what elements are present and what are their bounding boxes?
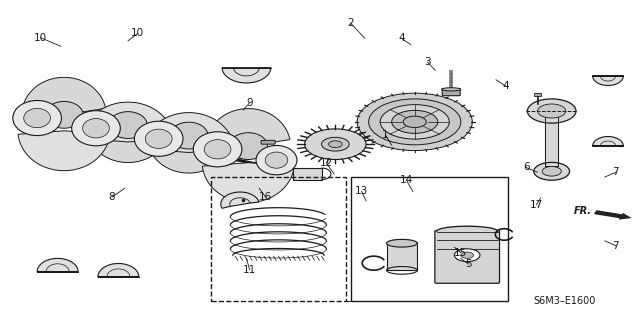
Text: 17: 17 [530,200,543,210]
Text: 7: 7 [612,167,619,177]
Polygon shape [387,240,417,247]
Polygon shape [22,77,106,115]
Text: 16: 16 [259,192,272,202]
FancyBboxPatch shape [442,89,460,96]
Circle shape [542,167,561,176]
Ellipse shape [170,122,208,149]
Polygon shape [593,76,623,85]
Text: 2: 2 [348,18,354,28]
Circle shape [392,110,438,133]
Ellipse shape [72,111,120,146]
Bar [293,168,322,180]
Polygon shape [437,226,498,231]
Circle shape [369,99,461,145]
Circle shape [527,99,576,123]
Text: 4: 4 [398,33,404,43]
Bar [387,243,417,271]
Ellipse shape [204,140,231,159]
Circle shape [534,162,570,180]
Text: 9: 9 [246,98,253,108]
FancyArrow shape [594,210,632,219]
Text: FR.: FR. [573,206,591,216]
Polygon shape [222,68,271,83]
Text: 5: 5 [465,259,472,269]
Polygon shape [86,125,170,163]
Text: 15: 15 [454,248,467,258]
Ellipse shape [442,88,461,91]
Text: 12: 12 [320,158,333,168]
Polygon shape [82,102,174,142]
Circle shape [380,105,449,139]
Text: 3: 3 [424,57,431,67]
Ellipse shape [193,132,242,167]
Polygon shape [221,192,259,208]
Bar [534,93,541,96]
Text: 10: 10 [34,33,47,43]
Polygon shape [207,108,290,146]
Polygon shape [143,113,235,152]
Circle shape [328,141,342,148]
Circle shape [403,116,426,128]
Ellipse shape [256,145,297,175]
Polygon shape [18,131,110,171]
Text: 1: 1 [382,130,388,140]
Ellipse shape [145,129,172,148]
Polygon shape [202,163,294,203]
Text: S6M3–E1600: S6M3–E1600 [533,296,596,306]
Ellipse shape [24,108,51,128]
Polygon shape [37,258,78,272]
Ellipse shape [45,101,83,128]
Polygon shape [147,136,230,173]
Bar [351,177,508,301]
Text: 11: 11 [243,264,256,275]
Text: 7: 7 [612,241,619,251]
Circle shape [454,249,480,262]
Bar [211,177,346,301]
Ellipse shape [134,121,183,156]
Ellipse shape [13,100,61,136]
Polygon shape [545,115,558,166]
Text: 6: 6 [523,162,529,173]
Text: 13: 13 [355,186,368,197]
Ellipse shape [109,112,147,138]
Polygon shape [593,137,623,146]
Circle shape [305,129,366,160]
Circle shape [357,93,472,151]
Circle shape [461,252,474,258]
Ellipse shape [229,133,268,160]
Circle shape [321,137,349,151]
FancyBboxPatch shape [435,230,499,283]
Text: 14: 14 [400,175,413,185]
FancyBboxPatch shape [261,140,275,144]
Polygon shape [98,263,139,277]
Ellipse shape [83,119,109,138]
Circle shape [538,104,566,118]
Text: 10: 10 [131,28,144,39]
Text: 8: 8 [109,192,115,202]
Text: 4: 4 [502,81,509,91]
Ellipse shape [265,152,288,168]
